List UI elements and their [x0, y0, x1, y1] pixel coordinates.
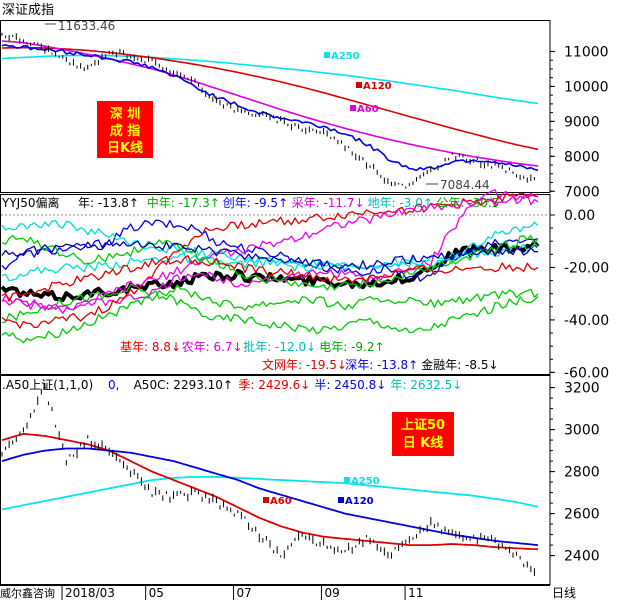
- series-line-1-2: [1, 40, 539, 167]
- x-tick-label: 07: [237, 586, 252, 600]
- series-line-2-8: [1, 220, 539, 270]
- a50-header-item-4: 年: 2632.5↓: [390, 378, 462, 392]
- y-tick-label-1: 8000: [564, 149, 600, 165]
- tag-a250-top-swatch: [324, 52, 330, 58]
- deviation-footer1-item-2: 批年: -12.0↓: [243, 339, 316, 354]
- price-candles-1: [1, 32, 535, 189]
- series-line-3-0: [1, 476, 539, 511]
- deviation-footer2-item-2: 金融年: -8.5↓: [421, 357, 498, 372]
- y-tick-label-1: 9000: [564, 114, 600, 130]
- high-annotation: 11633.46: [58, 19, 115, 33]
- x-axis-right-label: 日线: [552, 586, 576, 600]
- badge-szse: [97, 101, 153, 158]
- panel-2-title: YYJ50偏离: [1, 195, 59, 210]
- series-line-2-4: [1, 221, 539, 282]
- series-line-2-5: [1, 284, 539, 344]
- deviation-header-item-4: 地年: -3.0↑: [368, 196, 433, 210]
- badge-sse50-line: 上证50: [401, 418, 445, 433]
- deviation-footer2-item-0: 文网年: -19.5↓: [262, 357, 347, 372]
- a50-header-item-2: 季: 2429.6↓: [238, 378, 310, 392]
- tag-a60-top: A60: [357, 104, 379, 115]
- a50-header-item-0: 0,: [108, 378, 119, 392]
- series-line-2-10: [1, 254, 539, 302]
- y-tick-label-3: 2400: [564, 549, 600, 565]
- footer-left: 威尔鑫咨询: [0, 586, 55, 600]
- y-tick-label-1: 7000: [564, 184, 600, 200]
- tag-a60-bottom: A60: [270, 496, 292, 507]
- tag-a120-bottom: A120: [345, 496, 374, 507]
- a50-header-item-3: 半: 2450.8↓: [314, 378, 386, 392]
- deviation-footer2-item-1: 深年: -13.8↑: [345, 358, 418, 372]
- deviation-header-item-2: 创年: -9.5↑: [223, 196, 288, 210]
- deviation-header-item-0: 年: -13.8↑: [78, 196, 139, 210]
- panel-1-title: 深证成指: [2, 3, 54, 18]
- deviation-footer1-item-1: 农年: 6.7↓: [182, 340, 243, 354]
- tag-a250-bottom: A250: [351, 476, 380, 487]
- series-line-1-3: [1, 44, 539, 172]
- panel-frame-2: [0, 194, 551, 375]
- series-line-2-11: [1, 239, 538, 270]
- badge-szse-line: 成 指: [110, 123, 141, 139]
- y-tick-label-3: 3200: [564, 381, 600, 397]
- x-tick-label: 2018/03: [65, 586, 115, 600]
- badge-sse50-line: 日 K线: [403, 435, 444, 451]
- series-line-2-7: [2, 192, 539, 314]
- series-line-1-1: [1, 46, 539, 151]
- series-line-2-1: [1, 283, 539, 335]
- series-line-2-3: [1, 189, 539, 311]
- y-tick-label-2: -20.00: [564, 260, 609, 276]
- panel-frame-1: [0, 20, 551, 193]
- x-tick-label: 09: [324, 586, 339, 600]
- badge-szse-line: 日K线: [107, 140, 143, 156]
- badge-sse50: [392, 412, 454, 456]
- y-tick-label-1: 11000: [564, 44, 609, 60]
- deviation-footer1-item-3: 电年: -9.2↑: [319, 340, 384, 354]
- x-tick-label: 05: [149, 586, 164, 600]
- tag-a250-top: A250: [331, 51, 360, 62]
- y-tick-label-3: 3000: [564, 423, 600, 439]
- tag-a120-top: A120: [363, 81, 392, 92]
- y-tick-label-3: 2800: [564, 465, 600, 481]
- panel-frame-3: [0, 375, 551, 585]
- tag-a120-top-swatch: [356, 82, 362, 88]
- y-tick-label-2: 0.00: [564, 208, 595, 224]
- x-tick-label: 11: [408, 586, 423, 600]
- badge-szse-line: 深 圳: [110, 106, 141, 122]
- deviation-header-item-3: 采年: -11.7↓: [292, 196, 365, 210]
- tag-a120-bottom-swatch: [338, 497, 344, 503]
- series-line-2-0: [0, 240, 540, 303]
- y-tick-label-3: 2600: [564, 507, 600, 523]
- deviation-footer1-item-0: 基年: 8.8↓: [120, 340, 181, 354]
- tag-a250-bottom-swatch: [344, 477, 350, 483]
- deviation-header-item-5: 公年: -30.5: [436, 196, 499, 210]
- low-annotation: 7084.44: [440, 178, 490, 192]
- panel-3-title: .A50上证(1,1,0): [2, 378, 93, 392]
- y-tick-label-1: 10000: [564, 79, 609, 95]
- y-tick-label-2: -40.00: [564, 313, 609, 329]
- price-candles-3: [1, 382, 535, 576]
- tag-a60-bottom-swatch: [263, 497, 269, 503]
- a50-header-item-1: A50C: 2293.10↑: [134, 378, 233, 392]
- deviation-header-item-1: 中年: -17.3↑: [147, 195, 220, 210]
- tag-a60-top-swatch: [350, 105, 356, 111]
- y-tick-label-2: -60.00: [564, 365, 609, 381]
